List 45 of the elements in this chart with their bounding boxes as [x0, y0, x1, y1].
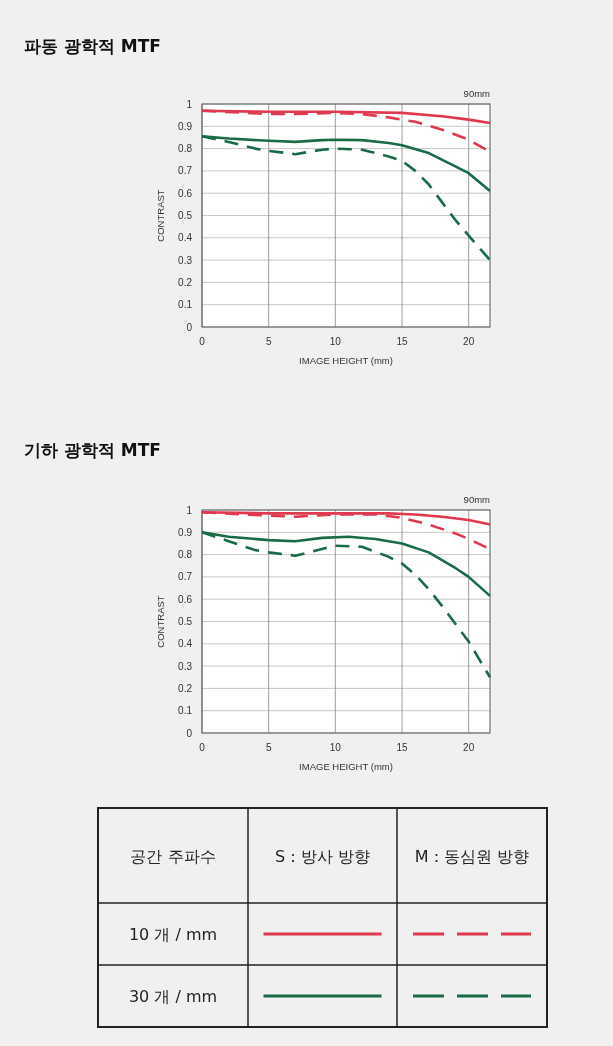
x-tick-label: 15: [396, 742, 408, 753]
chart-title: 기하 광학적 MTF: [24, 440, 161, 460]
y-tick-label: 0: [186, 727, 193, 739]
chart-title: 파동 광학적 MTF: [24, 36, 161, 56]
x-tick-label: 10: [329, 742, 342, 753]
chart-subtitle: 90mm: [463, 88, 491, 99]
text: 10 개 / mm: [128, 925, 218, 944]
y-tick-label: 0.7: [178, 571, 193, 583]
y-tick-label: 0.1: [178, 705, 193, 717]
text: 30 개 / mm: [128, 987, 218, 1006]
y-tick-label: 0.8: [178, 549, 193, 561]
y-tick-label: 0.5: [178, 616, 193, 627]
y-tick-label: 0.2: [178, 682, 193, 694]
x-tick-label: 15: [396, 336, 408, 347]
chart-subtitle: 90mm: [463, 494, 491, 505]
y-tick-label: 0.1: [178, 299, 193, 311]
x-axis-title: IMAGE HEIGHT (mm): [299, 355, 393, 366]
y-tick-label: 0.2: [178, 276, 193, 288]
y-tick-label: 1: [186, 98, 193, 110]
x-tick-label: 10: [329, 336, 342, 347]
text: S : 방사 방향: [275, 846, 370, 866]
y-tick-label: 0.7: [178, 165, 193, 177]
y-tick-label: 0.9: [178, 120, 193, 132]
x-tick-label: 0: [199, 742, 206, 753]
y-tick-label: 0.5: [178, 210, 193, 221]
x-tick-label: 0: [199, 336, 206, 347]
y-tick-label: 0.6: [178, 593, 193, 605]
y-tick-label: 0.4: [178, 232, 193, 244]
y-axis-title: CONTRAST: [155, 189, 166, 242]
y-tick-label: 0.8: [178, 143, 193, 155]
y-tick-label: 1: [186, 504, 193, 516]
y-tick-label: 0.9: [178, 526, 193, 538]
x-tick-label: 20: [463, 742, 475, 753]
y-tick-label: 0: [186, 321, 193, 333]
x-tick-label: 20: [463, 336, 475, 347]
x-axis-title: IMAGE HEIGHT (mm): [299, 761, 393, 772]
y-tick-label: 0.3: [178, 660, 193, 672]
x-tick-label: 5: [265, 336, 272, 347]
y-tick-label: 0.6: [178, 187, 193, 199]
x-tick-label: 5: [265, 742, 272, 753]
text: 공간 주파수: [130, 846, 216, 866]
y-tick-label: 0.4: [178, 638, 193, 650]
text: M : 동심원 방향: [414, 846, 530, 866]
y-axis-title: CONTRAST: [155, 595, 166, 648]
y-tick-label: 0.3: [178, 254, 193, 266]
